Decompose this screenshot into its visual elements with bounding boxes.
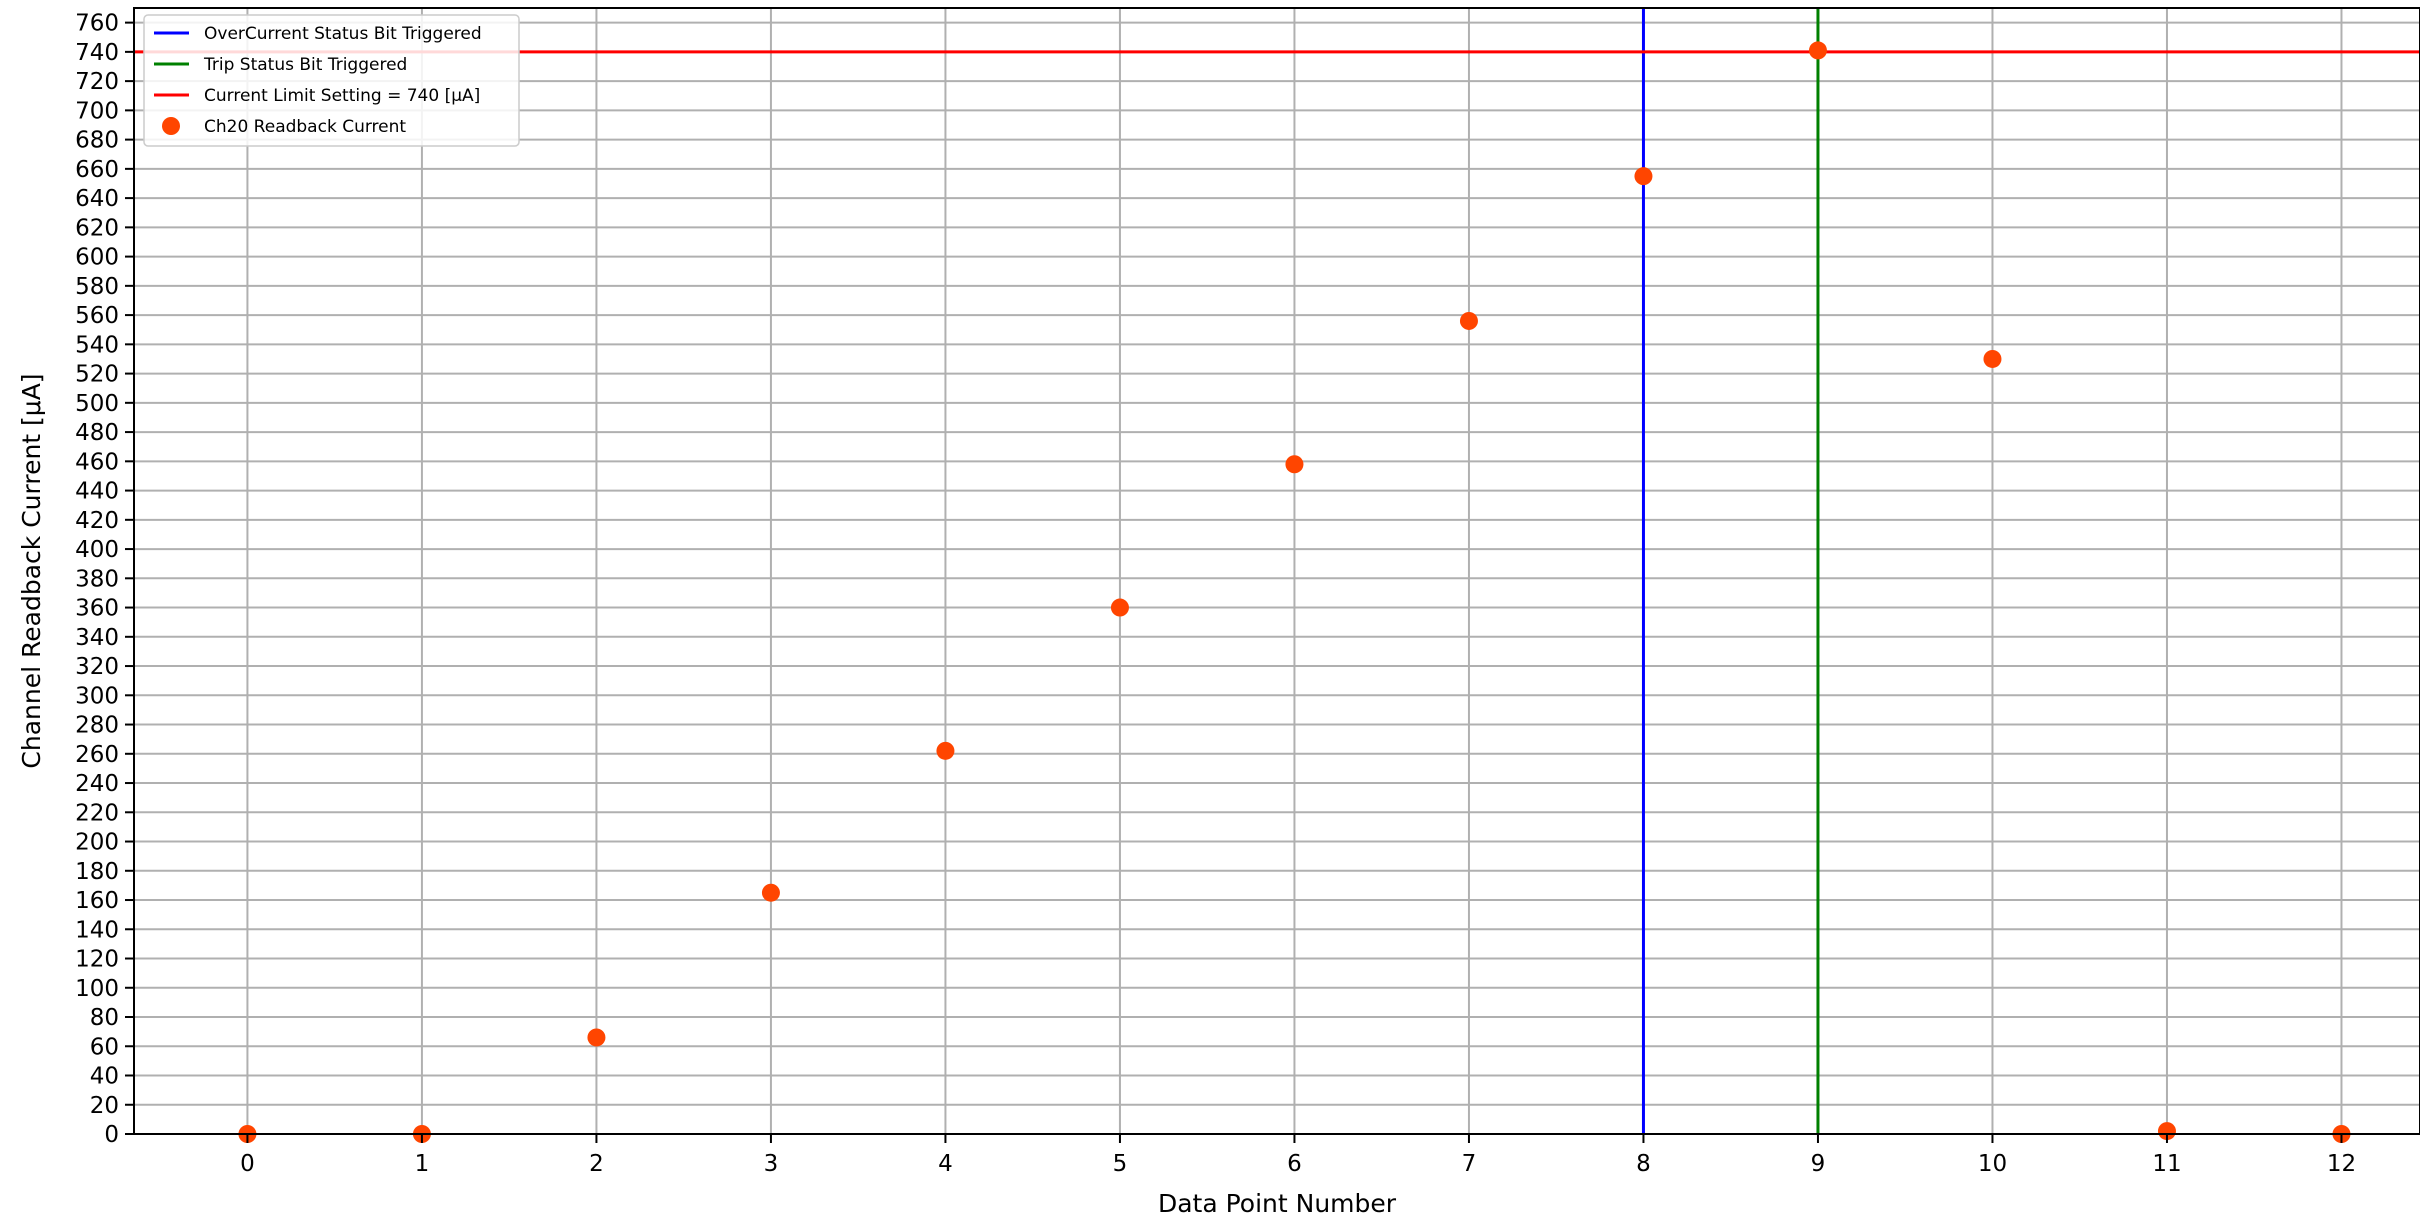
y-tick-label: 80 bbox=[90, 1005, 119, 1031]
y-tick-label: 540 bbox=[75, 332, 119, 358]
y-tick-label: 0 bbox=[104, 1122, 119, 1148]
y-tick-label: 240 bbox=[75, 771, 119, 797]
y-tick-label: 740 bbox=[75, 40, 119, 66]
y-tick-label: 340 bbox=[75, 625, 119, 651]
y-tick-label: 100 bbox=[75, 976, 119, 1002]
x-axis-label: Data Point Number bbox=[1158, 1189, 1397, 1218]
legend-box bbox=[143, 14, 520, 147]
x-tick-label: 10 bbox=[1978, 1151, 2007, 1177]
x-tick-label: 7 bbox=[1462, 1151, 1477, 1177]
legend-label: OverCurrent Status Bit Triggered bbox=[204, 24, 482, 44]
grid-lines bbox=[134, 8, 2420, 1135]
y-tick-label: 420 bbox=[75, 508, 119, 534]
y-tick-label: 580 bbox=[75, 274, 119, 300]
y-tick-label: 500 bbox=[75, 391, 119, 417]
y-tick-label: 400 bbox=[75, 537, 119, 563]
x-tick-label: 12 bbox=[2327, 1151, 2356, 1177]
y-tick-label: 440 bbox=[75, 479, 119, 505]
scatter-point bbox=[1285, 455, 1304, 474]
plot-frame bbox=[133, 7, 2420, 1135]
y-tick-label: 200 bbox=[75, 830, 119, 856]
y-tick-label: 380 bbox=[75, 566, 119, 592]
scatter-point bbox=[1634, 167, 1653, 186]
scatter-point bbox=[1983, 349, 2002, 368]
y-tick-label: 720 bbox=[75, 69, 119, 95]
y-tick-label: 620 bbox=[75, 215, 119, 241]
y-tick-label: 140 bbox=[75, 917, 119, 943]
y-tick-label: 640 bbox=[75, 186, 119, 212]
y-tick-label: 160 bbox=[75, 888, 119, 914]
y-tick-label: 60 bbox=[90, 1034, 119, 1060]
x-tick-label: 4 bbox=[938, 1151, 953, 1177]
legend-label: Trip Status Bit Triggered bbox=[203, 55, 407, 75]
y-tick-label: 760 bbox=[75, 11, 119, 37]
y-tick-label: 280 bbox=[75, 713, 119, 739]
scatter-point bbox=[936, 741, 955, 760]
x-tick-label: 1 bbox=[415, 1151, 430, 1177]
scatter-point bbox=[587, 1028, 606, 1047]
y-tick-label: 260 bbox=[75, 742, 119, 768]
y-tick-label: 560 bbox=[75, 303, 119, 329]
scatter-point bbox=[761, 883, 780, 902]
y-tick-label: 300 bbox=[75, 683, 119, 709]
x-tick-label: 6 bbox=[1287, 1151, 1302, 1177]
y-tick-label: 680 bbox=[75, 128, 119, 154]
y-tick-label: 460 bbox=[75, 449, 119, 475]
y-tick-label: 600 bbox=[75, 245, 119, 271]
y-axis-label: Channel Readback Current [μA] bbox=[17, 373, 46, 768]
y-tick-label: 40 bbox=[90, 1064, 119, 1090]
scatter-point bbox=[1459, 311, 1478, 330]
scatter-point bbox=[2157, 1122, 2176, 1141]
x-tick-label: 0 bbox=[240, 1151, 255, 1177]
y-tick-label: 360 bbox=[75, 596, 119, 622]
data-points bbox=[238, 41, 2351, 1143]
legend: OverCurrent Status Bit Triggered Trip Sta… bbox=[143, 14, 520, 147]
reference-lines bbox=[134, 8, 2420, 1134]
y-tick-label: 480 bbox=[75, 420, 119, 446]
axis-ticks: 0 1 2 3 4 5 6 7 8 9 10 11 12020406080100120140160180… bbox=[75, 11, 2356, 1177]
x-tick-label: 3 bbox=[764, 1151, 779, 1177]
legend-label: Ch20 Readback Current bbox=[204, 117, 406, 137]
y-tick-label: 220 bbox=[75, 800, 119, 826]
y-tick-label: 180 bbox=[75, 859, 119, 885]
y-tick-label: 120 bbox=[75, 947, 119, 973]
y-tick-label: 320 bbox=[75, 654, 119, 680]
y-tick-label: 20 bbox=[90, 1093, 119, 1119]
x-tick-label: 2 bbox=[589, 1151, 604, 1177]
legend-dot-swatch bbox=[162, 117, 180, 135]
y-tick-label: 700 bbox=[75, 98, 119, 124]
x-tick-label: 9 bbox=[1811, 1151, 1826, 1177]
scatter-point bbox=[1808, 41, 1827, 60]
y-tick-label: 660 bbox=[75, 157, 119, 183]
x-tick-label: 8 bbox=[1636, 1151, 1651, 1177]
legend-label: Current Limit Setting = 740 [μA] bbox=[204, 86, 480, 106]
scatter-point bbox=[1110, 598, 1129, 617]
y-tick-label: 520 bbox=[75, 362, 119, 388]
x-tick-label: 11 bbox=[2152, 1151, 2181, 1177]
x-tick-label: 5 bbox=[1113, 1151, 1128, 1177]
